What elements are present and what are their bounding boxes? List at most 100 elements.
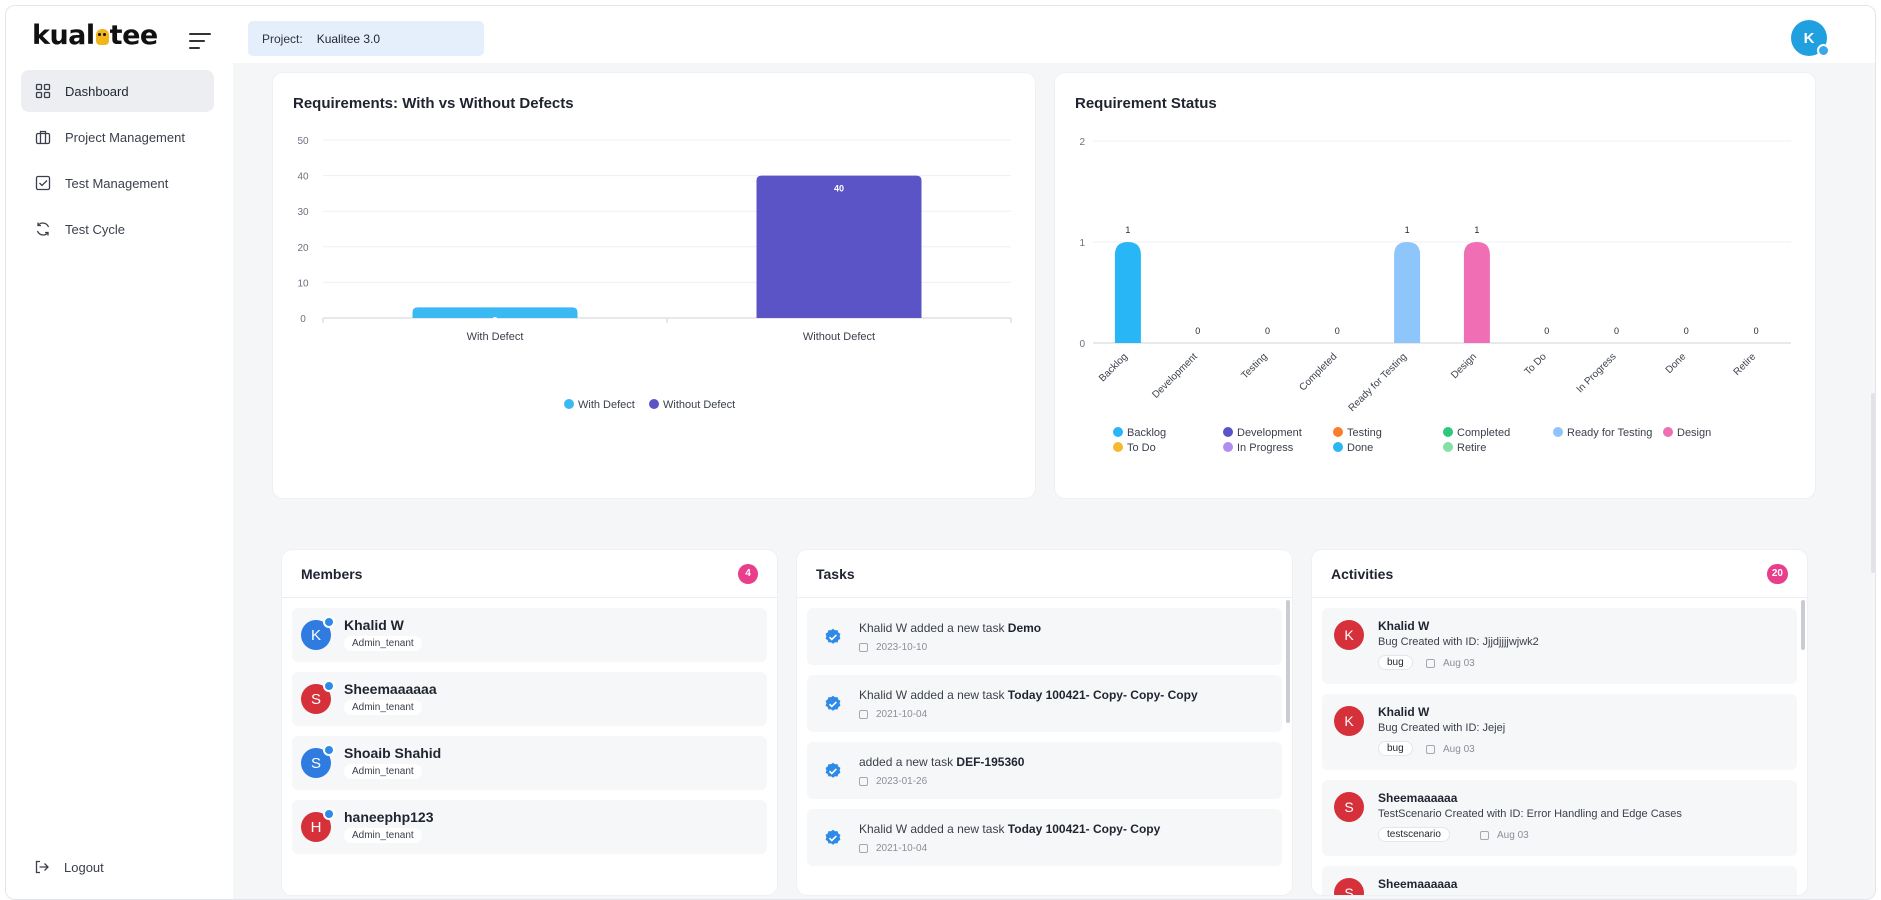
task-date: 2023-01-26 bbox=[859, 776, 927, 787]
legend-marker bbox=[1223, 427, 1233, 437]
activity-item[interactable]: K Khalid W Bug Created with ID: Jejej bug Au… bbox=[1322, 694, 1797, 770]
task-item[interactable]: Khalid W added a new task Today 100421- … bbox=[807, 809, 1282, 866]
y-tick-label: 40 bbox=[297, 172, 309, 183]
y-tick-label: 50 bbox=[297, 136, 309, 147]
members-panel: Members 4 K Khalid W Admin_tenant S Sheemaaa… bbox=[282, 550, 777, 895]
member-role-badge: Admin_tenant bbox=[344, 764, 422, 779]
briefcase-icon bbox=[35, 130, 51, 145]
sidebar-nav: Dashboard Project Management Test Manage… bbox=[21, 70, 214, 254]
activity-user: Sheemaaaaaa bbox=[1378, 877, 1458, 891]
activity-description: TestScenario Created with ID: Error Hand… bbox=[1378, 808, 1682, 820]
member-item[interactable]: K Khalid W Admin_tenant bbox=[292, 608, 767, 662]
task-text: added a new task DEF-195360 bbox=[859, 755, 1024, 769]
activity-user: Khalid W bbox=[1378, 619, 1430, 633]
member-item[interactable]: S Shoaib Shahid Admin_tenant bbox=[292, 736, 767, 790]
legend-label: Development bbox=[1237, 427, 1302, 439]
y-tick-label: 1 bbox=[1079, 238, 1085, 249]
chart-title: Requirement Status bbox=[1075, 95, 1217, 112]
data-label: 0 bbox=[1195, 326, 1200, 336]
legend-marker bbox=[1113, 442, 1123, 452]
data-label: 1 bbox=[1125, 225, 1130, 235]
data-label: 1 bbox=[1405, 225, 1410, 235]
task-action: added a new task bbox=[910, 621, 1005, 635]
bar-design bbox=[1463, 242, 1490, 343]
verified-check-icon bbox=[323, 808, 335, 820]
members-header: Members 4 bbox=[282, 550, 777, 598]
data-label: 0 bbox=[1614, 326, 1619, 336]
member-item[interactable]: S Sheemaaaaaa Admin_tenant bbox=[292, 672, 767, 726]
activities-scrollbar[interactable] bbox=[1801, 600, 1805, 650]
defects-chart-card: Requirements: With vs Without Defects 0 1… bbox=[273, 73, 1035, 498]
legend-label: Testing bbox=[1347, 427, 1382, 439]
project-label: Project: bbox=[262, 31, 303, 46]
defects-bar-chart: 0 10 20 30 40 50 3 With Defect 40 Without Defect W… bbox=[297, 136, 1012, 411]
member-role-badge: Admin_tenant bbox=[344, 636, 422, 651]
dashboard-grid-icon bbox=[35, 83, 51, 99]
y-tick-label: 30 bbox=[297, 207, 309, 218]
calendar-icon bbox=[859, 844, 868, 853]
legend-marker bbox=[1663, 427, 1673, 437]
activities-title: Activities bbox=[1331, 565, 1394, 582]
task-item[interactable]: Khalid W added a new task Today 100421- … bbox=[807, 675, 1282, 732]
chart-title: Requirements: With vs Without Defects bbox=[293, 95, 574, 112]
sidebar-item-label: Test Management bbox=[65, 175, 169, 191]
activity-item[interactable]: S Sheemaaaaaa TestScenario Created with ID… bbox=[1322, 780, 1797, 856]
legend-marker bbox=[1443, 427, 1453, 437]
calendar-icon bbox=[1480, 831, 1489, 840]
task-name: Today 100421- Copy- Copy- Copy bbox=[1007, 688, 1198, 702]
tasks-title: Tasks bbox=[816, 565, 855, 582]
tasks-panel: Tasks Khalid W added a new task Demo 2023… bbox=[797, 550, 1292, 895]
member-role-badge: Admin_tenant bbox=[344, 828, 422, 843]
task-actor: Khalid W bbox=[859, 621, 908, 635]
activity-avatar: S bbox=[1334, 792, 1364, 822]
legend-marker bbox=[1553, 427, 1563, 437]
member-avatar: S bbox=[301, 680, 335, 714]
task-item[interactable]: Khalid W added a new task Demo 2023-10-10 bbox=[807, 608, 1282, 665]
legend-marker bbox=[1333, 442, 1343, 452]
legend-marker bbox=[1443, 442, 1453, 452]
task-text: Khalid W added a new task Today 100421- … bbox=[859, 688, 1198, 702]
task-item[interactable]: added a new task DEF-195360 2023-01-26 bbox=[807, 742, 1282, 799]
task-actor: Khalid W bbox=[859, 822, 908, 836]
bar-without-defect bbox=[756, 175, 922, 318]
x-tick-label: Done bbox=[1664, 351, 1689, 376]
tasks-scrollbar[interactable] bbox=[1286, 600, 1290, 723]
activities-list: K Khalid W Bug Created with ID: Jjjdjjjjwj… bbox=[1312, 608, 1807, 895]
avatar-initial: K bbox=[1803, 29, 1815, 47]
sidebar-item-test-management[interactable]: Test Management bbox=[21, 162, 214, 204]
task-actor: Khalid W bbox=[859, 688, 908, 702]
kualitee-logo[interactable]: kual tee bbox=[32, 20, 158, 51]
activity-item[interactable]: S Sheemaaaaaa bbox=[1322, 866, 1797, 895]
sidebar-item-test-cycle[interactable]: Test Cycle bbox=[21, 208, 214, 250]
logout-button[interactable]: Logout bbox=[34, 859, 104, 875]
legend-marker bbox=[1223, 442, 1233, 452]
legend-marker bbox=[1113, 427, 1123, 437]
sidebar-item-project-management[interactable]: Project Management bbox=[21, 116, 214, 158]
project-selector[interactable]: Project: Kualitee 3.0 bbox=[248, 21, 484, 56]
legend-label: Design bbox=[1677, 427, 1711, 439]
user-avatar[interactable]: K bbox=[1791, 20, 1830, 57]
checkbox-icon bbox=[35, 175, 51, 191]
x-tick-label: With Defect bbox=[467, 331, 524, 343]
activity-date: Aug 03 bbox=[1480, 830, 1529, 841]
menu-toggle-icon[interactable] bbox=[189, 32, 211, 50]
task-done-check-icon bbox=[825, 829, 841, 845]
sidebar-item-label: Dashboard bbox=[65, 83, 129, 99]
y-tick-label: 0 bbox=[300, 314, 306, 325]
page-scrollbar[interactable] bbox=[1871, 393, 1875, 573]
legend-marker bbox=[649, 399, 659, 409]
sidebar-item-dashboard[interactable]: Dashboard bbox=[21, 70, 214, 112]
activity-user: Sheemaaaaaa bbox=[1378, 791, 1458, 805]
legend-marker bbox=[1333, 427, 1343, 437]
sidebar: kual tee Dashboard Project Management Tes… bbox=[6, 6, 233, 899]
activity-description: Bug Created with ID: Jejej bbox=[1378, 722, 1506, 734]
sidebar-item-label: Test Cycle bbox=[65, 221, 125, 237]
task-done-check-icon bbox=[825, 628, 841, 644]
dashboard-content: Requirements: With vs Without Defects 0 1… bbox=[233, 63, 1875, 899]
activity-tag: bug bbox=[1378, 655, 1413, 670]
x-tick-label: Ready for Testing bbox=[1347, 351, 1410, 414]
activity-item[interactable]: K Khalid W Bug Created with ID: Jjjdjjjjwj… bbox=[1322, 608, 1797, 684]
activity-date: Aug 03 bbox=[1426, 658, 1475, 669]
x-tick-label: In Progress bbox=[1575, 351, 1619, 395]
